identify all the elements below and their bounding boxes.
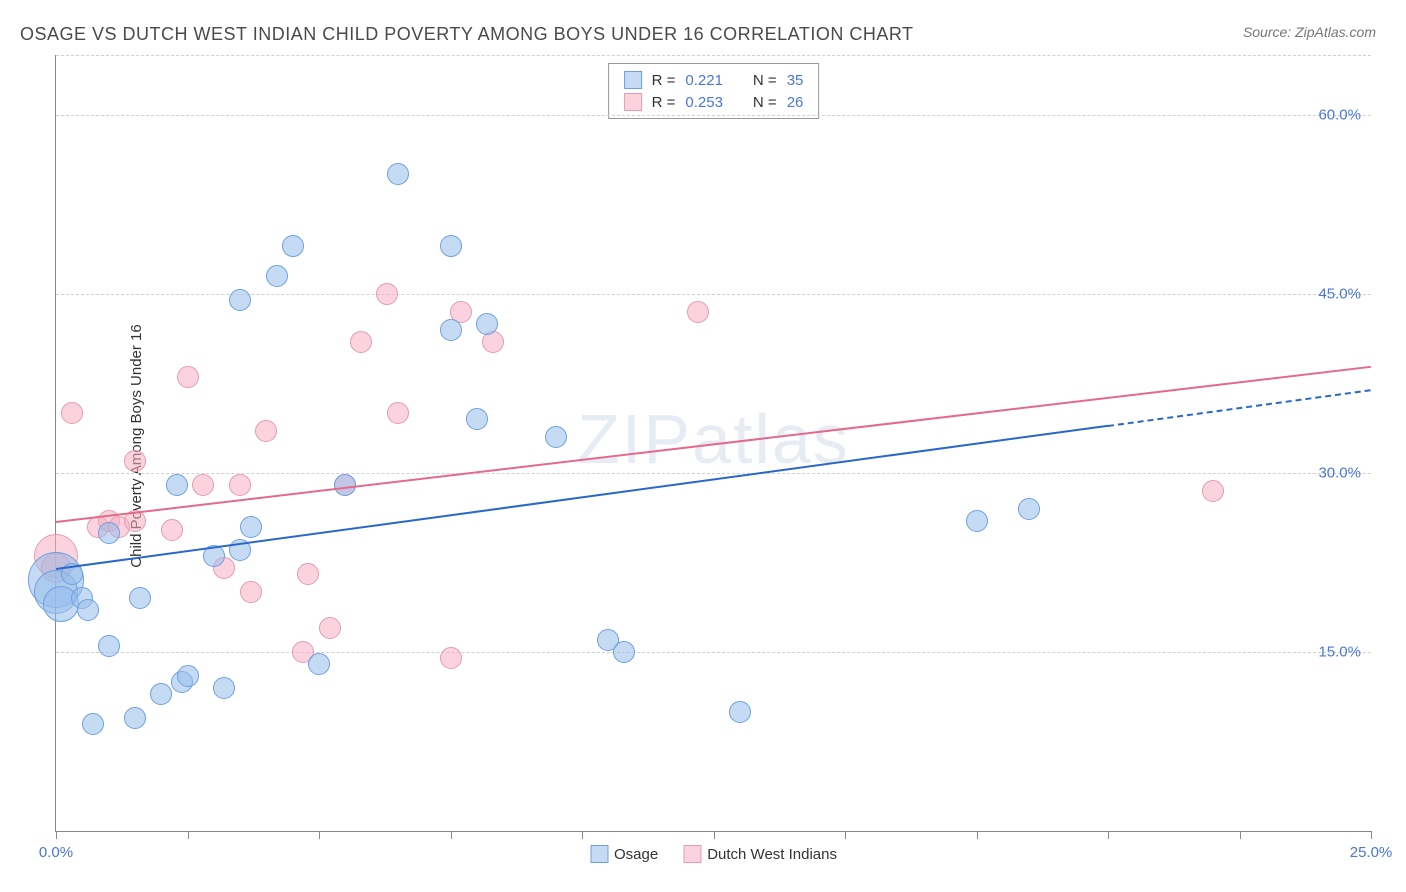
osage-n-value: 35 xyxy=(787,72,804,89)
scatter-point-osage xyxy=(82,713,104,735)
scatter-point-dwi xyxy=(255,420,277,442)
scatter-point-osage xyxy=(466,408,488,430)
x-tick-mark xyxy=(319,831,320,839)
gridline xyxy=(56,473,1371,474)
dwi-swatch-icon xyxy=(683,845,701,863)
stats-legend-box: R = 0.221 N = 35 R = 0.253 N = 26 xyxy=(608,63,820,119)
x-tick-mark xyxy=(451,831,452,839)
scatter-point-dwi xyxy=(124,450,146,472)
scatter-point-osage xyxy=(98,635,120,657)
scatter-point-osage xyxy=(240,516,262,538)
legend-dwi-label: Dutch West Indians xyxy=(707,846,837,863)
scatter-point-osage xyxy=(613,641,635,663)
osage-swatch-icon xyxy=(590,845,608,863)
scatter-point-dwi xyxy=(350,331,372,353)
scatter-point-dwi xyxy=(240,581,262,603)
n-label: N = xyxy=(753,72,777,89)
legend-item-osage: Osage xyxy=(590,845,658,863)
scatter-point-osage xyxy=(545,426,567,448)
x-tick-label: 25.0% xyxy=(1350,844,1393,861)
scatter-point-dwi xyxy=(192,474,214,496)
dwi-r-value: 0.253 xyxy=(685,94,723,111)
y-tick-label: 30.0% xyxy=(1318,464,1361,481)
trendline-osage-dashed xyxy=(1108,389,1371,427)
osage-swatch-icon xyxy=(624,71,642,89)
scatter-point-osage xyxy=(229,289,251,311)
bottom-legend: Osage Dutch West Indians xyxy=(590,845,837,863)
x-tick-mark xyxy=(1240,831,1241,839)
scatter-point-dwi xyxy=(177,366,199,388)
r-label: R = xyxy=(652,94,676,111)
gridline xyxy=(56,55,1371,56)
scatter-point-osage xyxy=(266,265,288,287)
scatter-point-dwi xyxy=(687,301,709,323)
scatter-point-osage xyxy=(387,163,409,185)
scatter-point-osage xyxy=(476,313,498,335)
x-tick-mark xyxy=(56,831,57,839)
y-tick-label: 45.0% xyxy=(1318,285,1361,302)
y-tick-label: 15.0% xyxy=(1318,643,1361,660)
scatter-point-dwi xyxy=(297,563,319,585)
scatter-point-dwi xyxy=(61,402,83,424)
scatter-point-osage xyxy=(440,235,462,257)
scatter-point-dwi xyxy=(1202,480,1224,502)
x-tick-mark xyxy=(582,831,583,839)
scatter-point-osage xyxy=(966,510,988,532)
trendline-dwi xyxy=(56,365,1371,522)
scatter-point-osage xyxy=(150,683,172,705)
scatter-point-dwi xyxy=(229,474,251,496)
x-tick-mark xyxy=(977,831,978,839)
scatter-point-osage xyxy=(1018,498,1040,520)
gridline xyxy=(56,115,1371,116)
scatter-point-dwi xyxy=(440,647,462,669)
stats-row-osage: R = 0.221 N = 35 xyxy=(624,69,804,91)
scatter-point-osage xyxy=(729,701,751,723)
scatter-point-osage xyxy=(440,319,462,341)
stats-row-dwi: R = 0.253 N = 26 xyxy=(624,91,804,113)
scatter-point-osage xyxy=(308,653,330,675)
chart-plot-area: ZIPatlas R = 0.221 N = 35 R = 0.253 N = … xyxy=(55,55,1371,832)
chart-title: OSAGE VS DUTCH WEST INDIAN CHILD POVERTY… xyxy=(20,24,914,45)
scatter-point-osage xyxy=(124,707,146,729)
scatter-point-osage xyxy=(177,665,199,687)
scatter-point-osage xyxy=(213,677,235,699)
scatter-point-dwi xyxy=(387,402,409,424)
x-tick-mark xyxy=(1108,831,1109,839)
scatter-point-dwi xyxy=(319,617,341,639)
scatter-point-osage xyxy=(334,474,356,496)
x-tick-mark xyxy=(188,831,189,839)
gridline xyxy=(56,652,1371,653)
gridline xyxy=(56,294,1371,295)
legend-item-dwi: Dutch West Indians xyxy=(683,845,837,863)
x-tick-label: 0.0% xyxy=(39,844,73,861)
legend-osage-label: Osage xyxy=(614,846,658,863)
scatter-point-osage xyxy=(98,522,120,544)
y-tick-label: 60.0% xyxy=(1318,106,1361,123)
dwi-n-value: 26 xyxy=(787,94,804,111)
dwi-swatch-icon xyxy=(624,93,642,111)
scatter-point-osage xyxy=(129,587,151,609)
x-tick-mark xyxy=(1371,831,1372,839)
scatter-point-dwi xyxy=(161,519,183,541)
scatter-point-osage xyxy=(166,474,188,496)
x-tick-mark xyxy=(714,831,715,839)
source-attribution: Source: ZipAtlas.com xyxy=(1243,24,1376,40)
x-tick-mark xyxy=(845,831,846,839)
r-label: R = xyxy=(652,72,676,89)
scatter-point-dwi xyxy=(376,283,398,305)
scatter-point-osage xyxy=(282,235,304,257)
osage-r-value: 0.221 xyxy=(685,72,723,89)
scatter-point-osage xyxy=(77,599,99,621)
n-label: N = xyxy=(753,94,777,111)
